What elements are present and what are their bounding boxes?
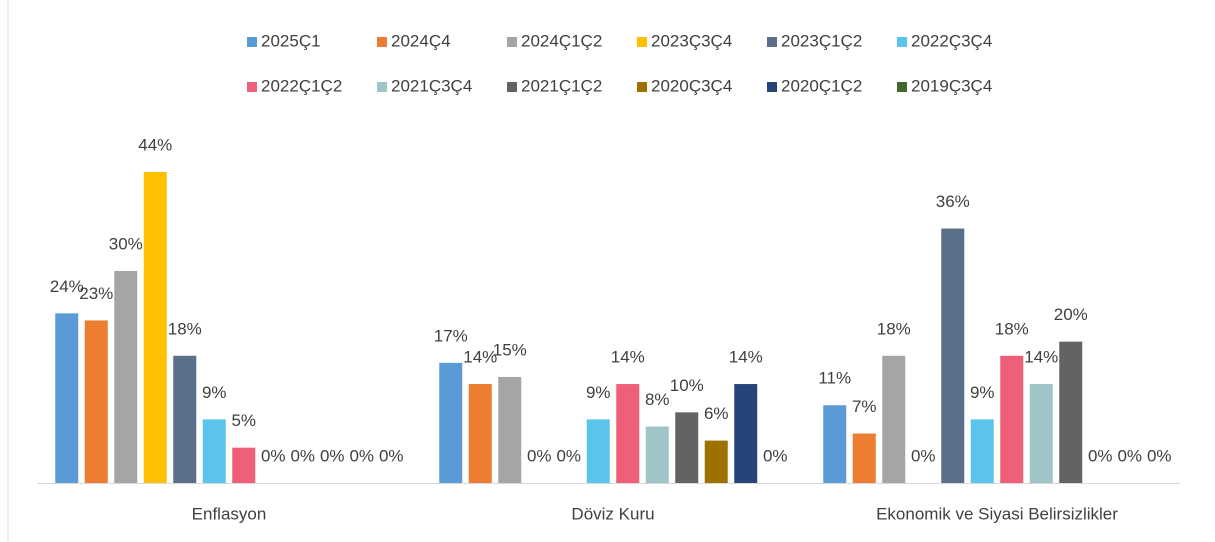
data-label: 17% <box>434 326 468 345</box>
data-label: 20% <box>1054 305 1088 324</box>
data-label: 0% <box>911 446 936 465</box>
data-label: 9% <box>970 383 995 402</box>
legend-swatch <box>247 37 257 47</box>
legend-label: 2025Ç1 <box>261 31 321 50</box>
legend-label: 2020Ç1Ç2 <box>781 76 862 95</box>
legend-swatch <box>247 82 257 92</box>
bar <box>970 419 994 483</box>
legend-swatch <box>377 82 387 92</box>
x-tick-label: Ekonomik ve Siyasi Belirsizlikler <box>876 504 1118 523</box>
data-label: 23% <box>79 284 113 303</box>
legend-label: 2023Ç1Ç2 <box>781 31 862 50</box>
data-label: 0% <box>527 446 552 465</box>
data-label: 11% <box>818 369 851 388</box>
data-label: 18% <box>877 319 911 338</box>
data-label: 9% <box>586 383 611 402</box>
bar <box>468 384 492 483</box>
data-label: 14% <box>1024 348 1058 367</box>
bar <box>675 412 699 483</box>
bar <box>114 270 138 483</box>
legend-swatch <box>767 82 777 92</box>
legend-swatch <box>637 82 647 92</box>
data-label: 18% <box>995 319 1029 338</box>
legend-swatch <box>507 82 517 92</box>
bar <box>941 228 965 483</box>
data-label: 6% <box>704 404 729 423</box>
data-label: 14% <box>463 348 497 367</box>
bar <box>1059 341 1083 483</box>
legend-swatch <box>767 37 777 47</box>
legend-swatch <box>637 37 647 47</box>
bar <box>84 320 108 483</box>
x-tick-label: Enflasyon <box>192 504 267 523</box>
data-label: 0% <box>290 446 315 465</box>
bar <box>1000 355 1024 483</box>
bar <box>143 172 167 483</box>
legend-label: 2021Ç1Ç2 <box>521 76 602 95</box>
data-label: 0% <box>379 446 404 465</box>
data-label: 9% <box>202 383 227 402</box>
legend-label: 2022Ç3Ç4 <box>911 31 992 50</box>
data-label: 30% <box>109 234 143 253</box>
bar <box>173 355 197 483</box>
data-label: 0% <box>261 446 286 465</box>
bar <box>616 384 640 483</box>
bar <box>202 419 226 483</box>
bar <box>704 440 728 483</box>
bar <box>1029 384 1053 483</box>
legend-swatch <box>507 37 517 47</box>
data-label: 7% <box>852 397 877 416</box>
data-label: 0% <box>1088 446 1113 465</box>
data-label: 10% <box>670 376 704 395</box>
legend-label: 2020Ç3Ç4 <box>651 76 732 95</box>
legend-label: 2024Ç1Ç2 <box>521 31 602 50</box>
bar <box>734 384 758 483</box>
legend-swatch <box>897 82 907 92</box>
data-label: 0% <box>556 446 581 465</box>
bar <box>645 426 669 483</box>
data-label: 44% <box>138 135 172 154</box>
data-label: 14% <box>729 348 763 367</box>
data-label: 14% <box>611 348 645 367</box>
data-label: 0% <box>349 446 374 465</box>
bar <box>586 419 610 483</box>
data-label: 15% <box>493 340 527 359</box>
bar <box>823 405 847 483</box>
data-label: 0% <box>763 446 788 465</box>
data-label: 5% <box>231 411 256 430</box>
bar <box>852 433 876 483</box>
legend-label: 2021Ç3Ç4 <box>391 76 472 95</box>
legend-swatch <box>377 37 387 47</box>
data-label: 24% <box>50 277 84 296</box>
bar <box>439 362 463 483</box>
bar <box>232 447 256 483</box>
bar <box>55 313 79 483</box>
legend-label: 2022Ç1Ç2 <box>261 76 342 95</box>
data-label: 18% <box>168 319 202 338</box>
data-label: 0% <box>1147 446 1172 465</box>
legend-swatch <box>897 37 907 47</box>
legend-label: 2019Ç3Ç4 <box>911 76 992 95</box>
data-label: 8% <box>645 390 670 409</box>
data-label: 0% <box>1117 446 1142 465</box>
bar <box>498 376 522 483</box>
data-label: 0% <box>320 446 345 465</box>
legend-label: 2024Ç4 <box>391 31 451 50</box>
x-tick-label: Döviz Kuru <box>571 504 654 523</box>
bar <box>882 355 906 483</box>
data-label: 36% <box>936 192 970 211</box>
legend-label: 2023Ç3Ç4 <box>651 31 732 50</box>
